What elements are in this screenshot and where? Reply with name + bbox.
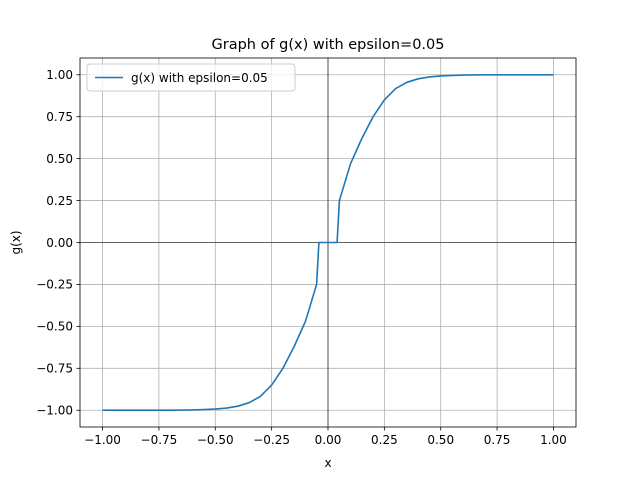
- x-tick-label: 0.50: [427, 433, 454, 447]
- y-tick-label: 1.00: [46, 68, 73, 82]
- legend-box: [86, 63, 296, 92]
- y-tick-label: 0.75: [46, 110, 73, 124]
- x-axis-ticks: −1.00 −0.75 −0.50 −0.25 0.00 0.25 0.50 0.75 1.00: [84, 427, 567, 447]
- x-tick-label: 1.00: [540, 433, 567, 447]
- y-tick-label: −0.25: [36, 278, 73, 292]
- y-axis-label: g(x): [9, 230, 23, 254]
- series-line: [102, 73, 554, 412]
- y-tick-label: −0.50: [36, 320, 73, 334]
- x-tick-label: 0.75: [484, 433, 511, 447]
- x-tick-label: −0.50: [197, 433, 234, 447]
- x-axis-label: x: [324, 456, 331, 470]
- y-tick-label: −0.75: [36, 362, 73, 376]
- x-tick-label: −0.25: [253, 433, 290, 447]
- y-axis-ticks: −1.00 −0.75 −0.50 −0.25 0.00 0.25 0.50 0.75 1.00: [36, 68, 80, 418]
- y-tick-label: 0.25: [46, 194, 73, 208]
- legend: g(x) with epsilon=0.05: [86, 63, 296, 92]
- chart-title: Graph of g(x) with epsilon=0.05: [212, 37, 445, 53]
- y-tick-label: 0.50: [46, 152, 73, 166]
- y-tick-label: −1.00: [36, 404, 73, 418]
- series-layer: [102, 73, 554, 412]
- legend-label: g(x) with epsilon=0.05: [131, 71, 268, 85]
- x-tick-label: −0.75: [141, 433, 178, 447]
- x-tick-label: −1.00: [84, 433, 121, 447]
- x-tick-label: 0.25: [371, 433, 398, 447]
- y-tick-label: 0.00: [46, 236, 73, 250]
- x-tick-label: 0.00: [315, 433, 342, 447]
